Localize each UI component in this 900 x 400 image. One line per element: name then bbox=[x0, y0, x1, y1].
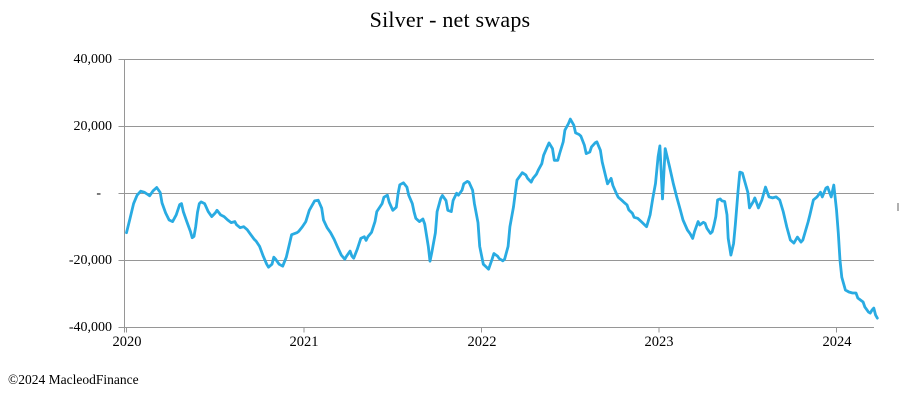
x-axis-tick-label: 2020 bbox=[112, 334, 142, 350]
x-axis-tick-label: 2022 bbox=[467, 334, 497, 350]
right-edge-artifact bbox=[897, 203, 899, 211]
copyright-text: ©2024 MacleodFinance bbox=[8, 372, 139, 387]
y-axis-tick-label: -40,000 bbox=[68, 320, 112, 335]
x-axis-tick-label: 2024 bbox=[822, 334, 852, 350]
net-swaps-series-line bbox=[125, 117, 879, 320]
chart-title: Silver - net swaps bbox=[369, 7, 531, 32]
x-axis-tick-label: 2023 bbox=[644, 334, 674, 350]
y-axis-tick-label: -20,000 bbox=[68, 253, 112, 268]
y-axis-tick-label-zero: - bbox=[96, 186, 101, 201]
y-axis-tick-label: 20,000 bbox=[73, 119, 113, 134]
y-axis-tick-label: 40,000 bbox=[73, 52, 113, 67]
x-axis-tick-label: 2021 bbox=[289, 334, 319, 350]
